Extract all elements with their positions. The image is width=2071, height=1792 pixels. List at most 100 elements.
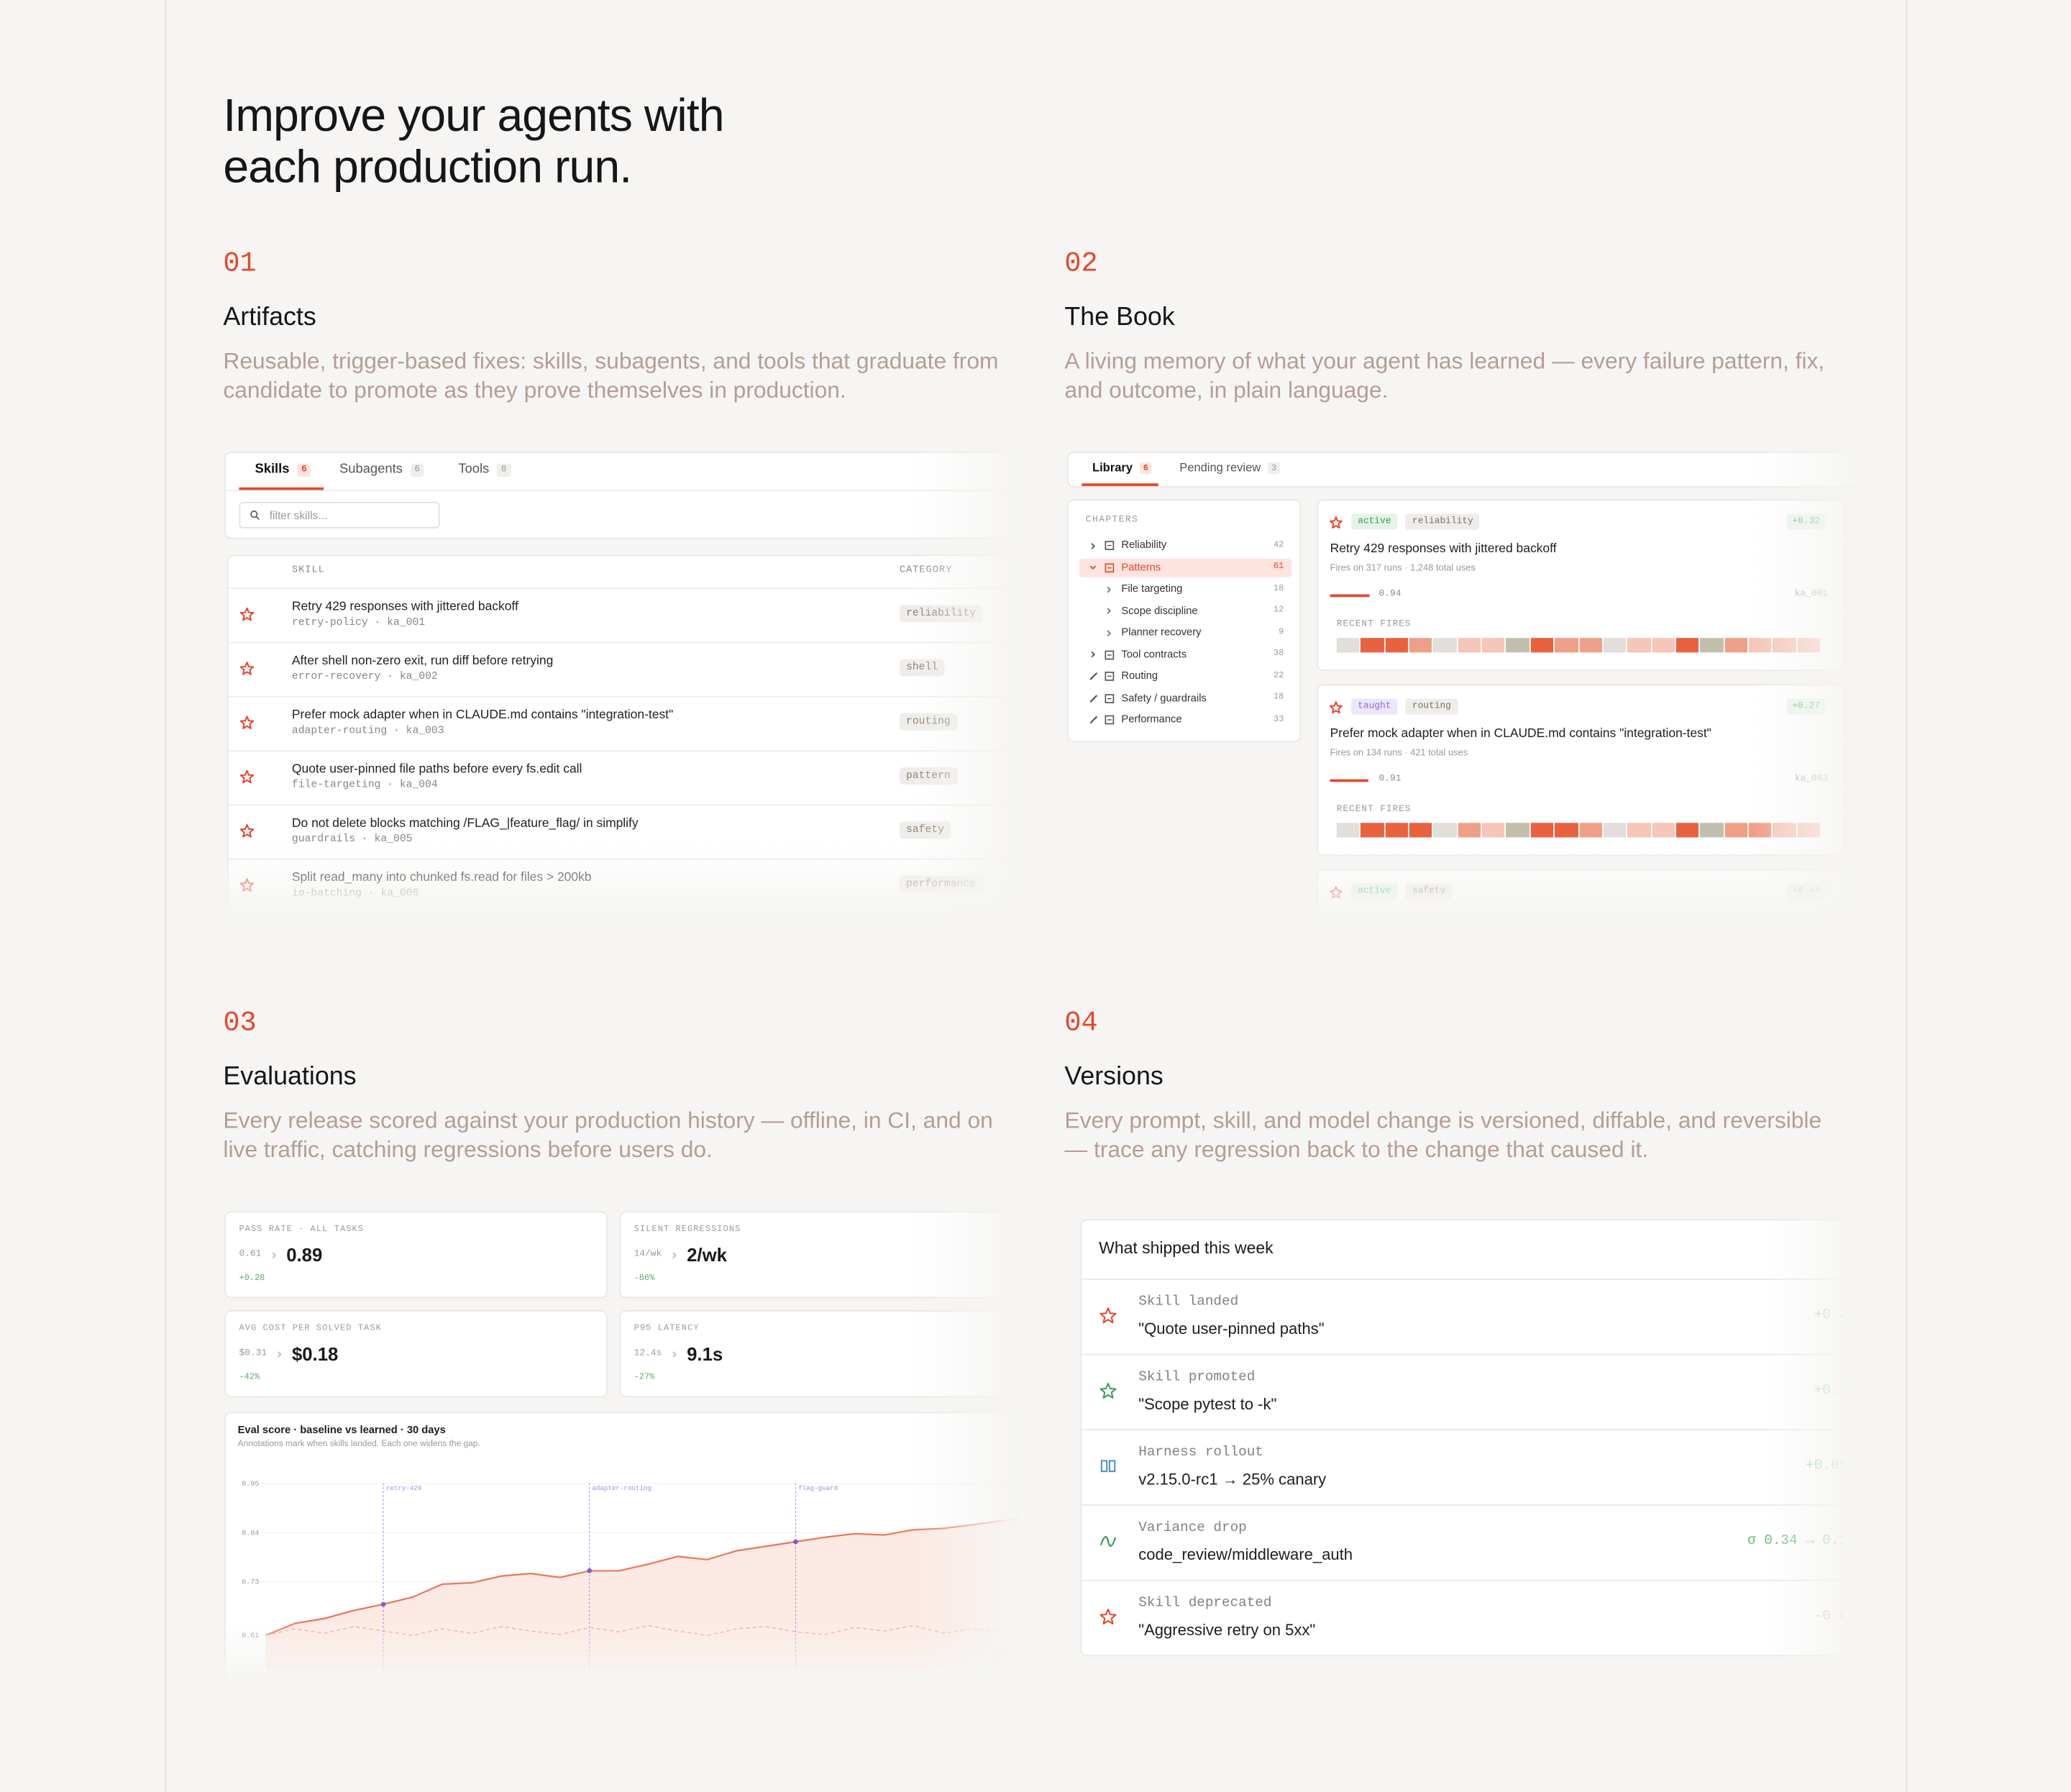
book-card[interactable]: active safety +0.44 — [1317, 869, 1845, 923]
section-number: 04 — [1064, 1009, 1098, 1040]
star — [239, 607, 255, 621]
card-id: ka_001 — [1794, 589, 1829, 600]
skill-meta: adapter-routing · ka_003 — [291, 725, 444, 737]
search-input[interactable]: filter skills... — [239, 501, 440, 529]
chapter-row[interactable]: Patterns 61 — [1079, 558, 1292, 577]
icon — [1105, 541, 1115, 550]
tab[interactable]: Pending review 3 — [1179, 461, 1281, 474]
skill-row[interactable]: After shell non-zero exit, run diff befo… — [228, 641, 1018, 696]
card-id: ka_003 — [1794, 774, 1829, 785]
skill-row[interactable]: Quote user-pinned file paths before ever… — [228, 750, 1018, 804]
delta-badge: +0.27 — [1787, 698, 1826, 715]
skill-row[interactable]: Prefer mock adapter when in CLAUDE.md co… — [228, 695, 1018, 750]
star — [1099, 1307, 1117, 1324]
tab-label: Tools — [458, 462, 490, 477]
chapter-count: 18 — [1273, 692, 1284, 702]
chapter-row[interactable]: Performance 33 — [1079, 710, 1292, 729]
skills-table: SKILL CATEGORY Retry 429 responses with ji… — [227, 554, 1018, 917]
tab[interactable]: Tools 8 — [458, 462, 511, 477]
chapter-label: Patterns — [1121, 560, 1161, 573]
chapter-row[interactable]: File targeting 18 — [1079, 580, 1292, 598]
metric-card: SILENT REGRESSIONS 14/wk 2/wk -86% — [619, 1211, 1003, 1299]
icon — [1099, 1382, 1117, 1399]
y-tick-label: 0.84 — [242, 1530, 259, 1537]
chapter-row[interactable]: Tool contracts 38 — [1079, 645, 1292, 664]
skill-title: Prefer mock adapter when in CLAUDE.md co… — [291, 708, 674, 723]
chapter-row[interactable]: Reliability 42 — [1079, 536, 1292, 555]
chapter-count: 18 — [1273, 582, 1284, 593]
icon — [1089, 672, 1098, 680]
category-pill: reliability — [899, 605, 983, 623]
line-chart: 0.95 0.84 0.73 0.61 retry-429 adapter-routing… — [242, 1481, 1018, 1671]
version-delta: +0.14 — [1814, 1383, 1843, 1399]
search-placeholder: filter skills... — [269, 508, 328, 522]
metric-delta: -27% — [634, 1372, 655, 1382]
skill-row[interactable]: Retry 429 responses with jittered backof… — [228, 588, 1018, 641]
book-card[interactable]: active reliability +0.32 Retry 429 response… — [1317, 499, 1845, 672]
icon — [1089, 565, 1097, 570]
category-badge: routing — [1405, 698, 1458, 715]
metric-delta: +0.28 — [239, 1273, 265, 1283]
chapter-row[interactable]: Routing 22 — [1079, 667, 1292, 686]
tab-underline — [1082, 483, 1158, 486]
chapter-count: 42 — [1273, 539, 1284, 549]
version-row[interactable]: Skill deprecated "Aggressive retry on 5xx… — [1082, 1579, 1843, 1655]
icon — [1099, 1536, 1117, 1547]
frame-right — [1906, 0, 1908, 1792]
chapter-row[interactable]: Safety / guardrails 18 — [1079, 689, 1292, 708]
versions-card: What shipped this week Skill landed "Quote… — [1080, 1219, 1843, 1657]
icon — [1091, 651, 1096, 658]
skill-row[interactable]: Split read_many into chunked fs.read for… — [228, 858, 1018, 913]
fire-cell — [1675, 638, 1699, 653]
bars-icon — [1108, 1460, 1116, 1473]
version-text: "Aggressive retry on 5xx" — [1138, 1620, 1316, 1640]
skill-row[interactable]: Do not delete blocks matching /FLAG_|fea… — [228, 804, 1018, 859]
chart-card: 0.95 0.84 0.73 0.61 retry-429 adapter-routing… — [224, 1412, 1018, 1682]
icon — [1107, 608, 1112, 614]
icon — [1105, 649, 1115, 659]
tab[interactable]: Skills 6 — [255, 462, 311, 477]
skill-title: Retry 429 responses with jittered backof… — [291, 599, 518, 615]
version-row[interactable]: Skill promoted "Scope pytest to -k" +0.14 — [1082, 1353, 1843, 1430]
tab[interactable]: Library 6 — [1092, 461, 1153, 474]
version-row[interactable]: Skill landed "Quote user-pinned paths" +0.… — [1082, 1278, 1843, 1354]
category-badge: reliability — [1405, 513, 1480, 530]
chapter-row[interactable]: Scope discipline 12 — [1079, 602, 1292, 621]
chapter-count: 33 — [1273, 713, 1284, 723]
fire-cell — [1651, 823, 1675, 838]
book-icon — [1105, 715, 1115, 725]
metric-row: 14/wk 2/wk — [634, 1244, 727, 1265]
version-text: v2.15.0-rc1 → 25% canary — [1138, 1470, 1327, 1489]
fire-cell — [1578, 638, 1602, 653]
version-row[interactable]: Harness rollout v2.15.0-rc1 → 25% canary +… — [1082, 1429, 1843, 1504]
icon — [239, 662, 255, 675]
icon — [1099, 1307, 1117, 1324]
chapter-label: Safety / guardrails — [1121, 691, 1207, 704]
chapter-label: Tool contracts — [1121, 647, 1187, 660]
icon — [672, 1251, 677, 1258]
icon — [250, 510, 260, 521]
area — [265, 1519, 1018, 1671]
version-kind: Skill promoted — [1138, 1369, 1256, 1386]
tab-card: Library 6 Pending review 3 — [1067, 452, 1860, 488]
star — [1099, 1382, 1117, 1399]
skill-title: Do not delete blocks matching /FLAG_|fea… — [291, 816, 639, 831]
fire-cell — [1385, 638, 1409, 653]
category-pill: performance — [899, 875, 983, 893]
fire-cell — [1409, 823, 1432, 838]
score: 0.94 — [1379, 589, 1402, 600]
tab-label: Skills — [255, 462, 290, 477]
fire-cell — [1555, 823, 1578, 838]
chapter-row[interactable]: Planner recovery 9 — [1079, 623, 1292, 642]
y-tick-label: 0.95 — [242, 1481, 259, 1489]
score-bar — [1330, 594, 1370, 598]
version-delta: σ 0.34 → 0.11 — [1747, 1533, 1842, 1550]
tab[interactable]: Subagents 6 — [339, 462, 424, 477]
fire-cell — [1409, 638, 1432, 653]
version-row[interactable]: Variance drop code_review/middleware_auth… — [1082, 1504, 1843, 1580]
annotation-label: retry-429 — [386, 1484, 422, 1492]
chevron — [672, 1251, 677, 1258]
fire-cell — [1724, 823, 1747, 838]
book-card[interactable]: taught routing +0.27 Prefer mock adapter wh… — [1317, 684, 1845, 856]
